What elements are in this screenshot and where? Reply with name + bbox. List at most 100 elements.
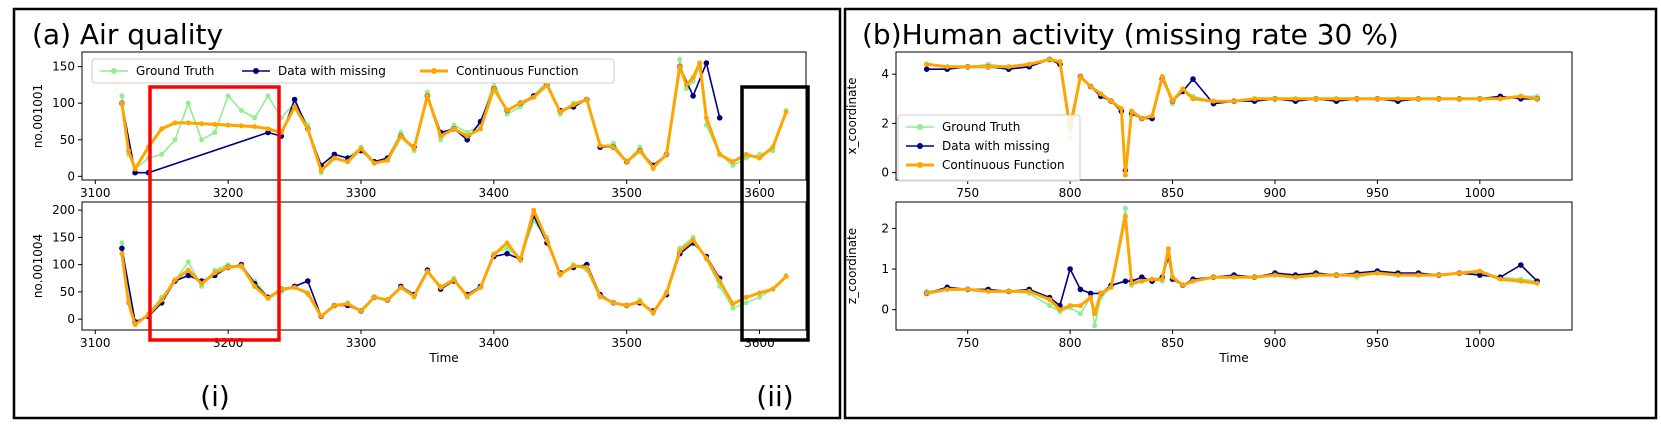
- data-point-ground-truth: [265, 93, 271, 99]
- data-point-data-with-missing: [464, 137, 471, 143]
- data-point-continuous-function: [1098, 290, 1104, 296]
- data-point-continuous-function: [1395, 96, 1401, 102]
- data-point-continuous-function: [944, 64, 950, 70]
- data-point-ground-truth: [185, 100, 191, 106]
- data-point-continuous-function: [1313, 96, 1319, 102]
- x-tick-label: 800: [1059, 336, 1082, 350]
- marker-ii: (ii): [756, 380, 793, 413]
- data-point-continuous-function: [1006, 288, 1012, 294]
- data-point-continuous-function: [1415, 272, 1421, 278]
- data-point-continuous-function: [371, 160, 377, 166]
- legend-marker: [917, 124, 923, 130]
- plot-x-coordinate: 750 800 850 900 950 1000 0 2 4 x_coordinate: [845, 51, 1573, 200]
- data-point-continuous-function: [924, 290, 930, 296]
- data-point-continuous-function: [345, 159, 351, 165]
- legend-label: Ground Truth: [136, 64, 214, 78]
- marker-i: (i): [200, 380, 230, 413]
- data-point-continuous-function: [1497, 276, 1503, 282]
- data-point-continuous-function: [770, 144, 776, 150]
- data-point-continuous-function: [238, 123, 244, 129]
- data-point-ground-truth: [1092, 323, 1098, 329]
- highlight-box-i: [148, 85, 281, 342]
- data-point-continuous-function: [650, 165, 656, 171]
- data-point-continuous-function: [1497, 96, 1503, 102]
- data-point-ground-truth: [683, 86, 689, 92]
- data-point-continuous-function: [159, 297, 165, 303]
- data-point-data-with-missing: [1087, 290, 1094, 297]
- x-tick-label: 1000: [1465, 186, 1496, 200]
- y-axis-label: no.001004: [31, 234, 45, 298]
- data-point-continuous-function: [398, 133, 404, 139]
- data-point-continuous-function: [924, 61, 930, 67]
- x-tick-label: 3600: [744, 186, 775, 200]
- legend-label: Data with missing: [278, 64, 386, 78]
- data-point-continuous-function: [677, 64, 683, 70]
- data-point-continuous-function: [557, 271, 563, 277]
- data-point-continuous-function: [664, 151, 669, 157]
- data-point-continuous-function: [132, 166, 138, 172]
- x-axis-label: Time: [1218, 351, 1248, 365]
- data-point-continuous-function: [451, 126, 457, 132]
- data-point-continuous-function: [1374, 96, 1380, 102]
- series-line-data-with-missing: [926, 256, 1538, 307]
- data-point-continuous-function: [677, 248, 683, 254]
- x-tick-label: 750: [956, 336, 979, 350]
- data-point-continuous-function: [517, 257, 523, 263]
- data-point-continuous-function: [478, 126, 483, 132]
- data-point-data-with-missing: [119, 245, 125, 252]
- data-point-continuous-function: [717, 151, 723, 157]
- data-point-continuous-function: [1006, 64, 1012, 70]
- x-tick-label: 1000: [1465, 336, 1496, 350]
- data-point-continuous-function: [1252, 96, 1257, 102]
- data-point-continuous-function: [624, 303, 630, 308]
- data-point-continuous-function: [1374, 270, 1380, 276]
- data-point-continuous-function: [743, 294, 749, 300]
- data-point-continuous-function: [610, 300, 616, 306]
- data-point-continuous-function: [1088, 84, 1094, 89]
- data-point-data-with-missing: [132, 169, 138, 176]
- data-point-continuous-function: [1518, 278, 1524, 284]
- legend-box: [91, 58, 615, 84]
- data-point-continuous-function: [238, 263, 244, 269]
- legend-marker: [917, 162, 923, 168]
- data-point-continuous-function: [199, 121, 205, 127]
- data-point-data-with-missing: [1477, 272, 1483, 278]
- data-point-continuous-function: [584, 97, 590, 102]
- y-tick-label: 0: [67, 169, 75, 183]
- data-point-ground-truth: [1122, 205, 1128, 211]
- plot-z-coordinate: 750 800 850 900 950 1000 0 1 2 z_coordinate Time: [845, 201, 1573, 365]
- data-point-continuous-function: [225, 122, 231, 128]
- data-point-ground-truth: [743, 155, 749, 161]
- data-point-continuous-function: [610, 144, 616, 150]
- data-point-ground-truth: [238, 108, 244, 113]
- series-line-continuous-function: [926, 214, 1538, 316]
- data-point-ground-truth: [438, 137, 444, 143]
- data-point-data-with-missing: [1518, 262, 1524, 268]
- data-point-continuous-function: [411, 293, 417, 299]
- data-point-continuous-function: [305, 290, 311, 296]
- data-point-continuous-function: [331, 303, 337, 308]
- data-point-continuous-function: [1129, 108, 1135, 114]
- y-tick-label: 150: [52, 60, 75, 74]
- data-point-continuous-function: [584, 264, 590, 270]
- data-point-continuous-function: [517, 100, 523, 106]
- y-tick-label: 0: [881, 166, 889, 180]
- data-point-continuous-function: [385, 297, 390, 303]
- data-point-continuous-function: [965, 286, 971, 292]
- data-point-continuous-function: [1108, 284, 1114, 290]
- data-point-data-with-missing: [185, 272, 192, 279]
- data-point-data-with-missing: [703, 60, 710, 66]
- legend-air-quality: Ground Truth Data with missing Continuous …: [91, 58, 615, 84]
- data-point-ground-truth: [212, 130, 218, 135]
- panel-a-title: (a) Air quality: [32, 18, 223, 51]
- data-point-continuous-function: [1026, 288, 1032, 294]
- data-point-continuous-function: [398, 285, 404, 290]
- data-point-continuous-function: [1047, 297, 1053, 302]
- data-point-continuous-function: [664, 290, 669, 296]
- data-point-continuous-function: [1518, 93, 1524, 99]
- data-point-continuous-function: [571, 263, 576, 269]
- y-axis-label: no.001001: [31, 84, 45, 148]
- data-point-continuous-function: [531, 207, 537, 213]
- data-point-continuous-function: [1057, 307, 1063, 313]
- y-tick-label: 100: [52, 258, 75, 272]
